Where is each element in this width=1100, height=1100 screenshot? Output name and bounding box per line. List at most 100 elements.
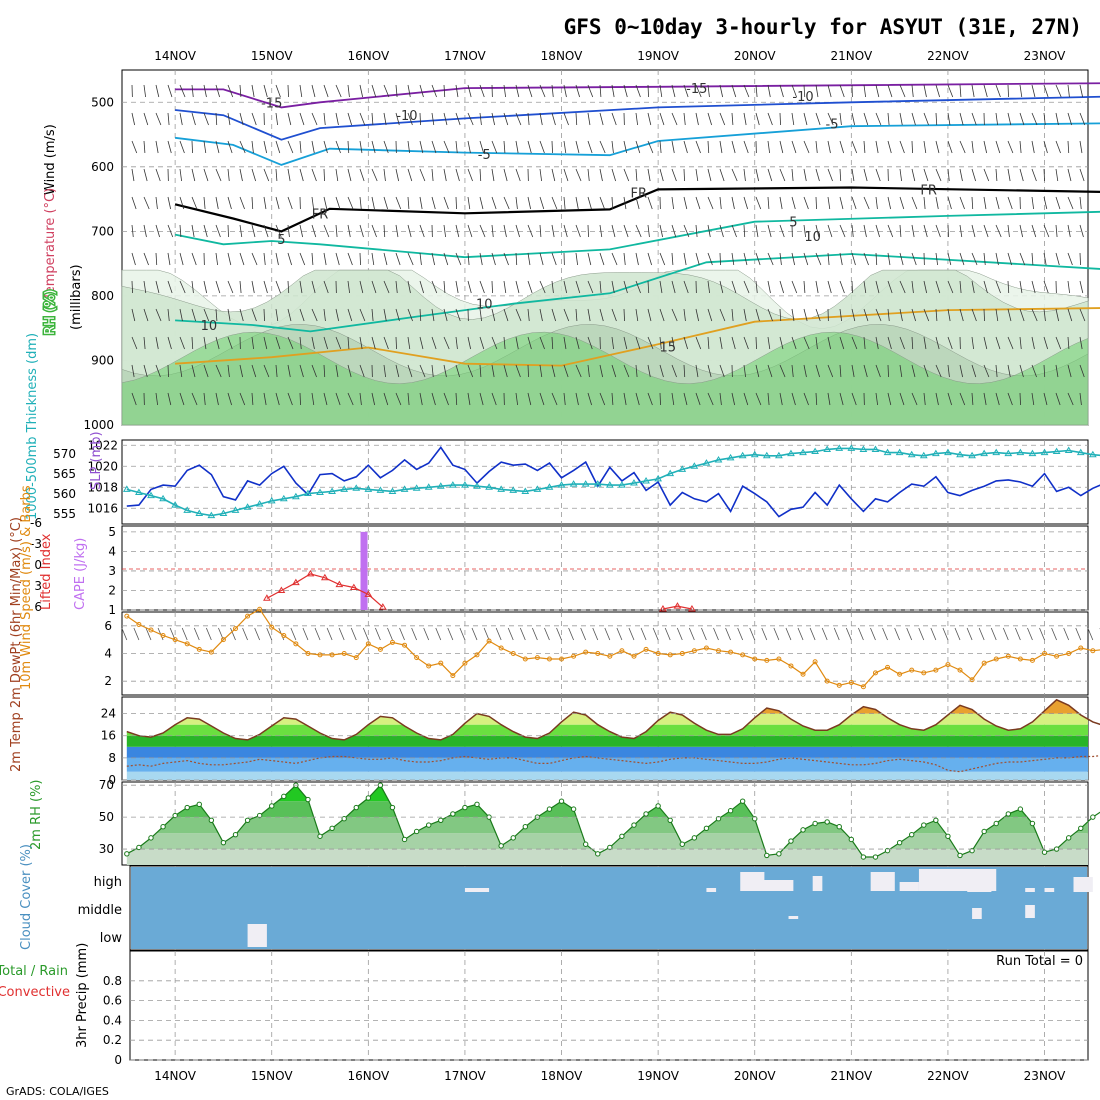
top-date-label: 19NOV [637,49,679,63]
wind-barb [1031,224,1037,238]
wind-barb [755,308,760,322]
wind-barb [443,336,450,350]
wind-barb [731,336,736,350]
wind-barb [863,140,866,154]
wind-barb [383,224,386,238]
wind-barb [611,224,616,238]
wind-barb [803,252,809,266]
wind-barb [635,336,641,350]
wind-barb [779,336,784,350]
temp-tick-label: 0 [108,773,116,787]
wind-barb [1031,196,1034,210]
rh-marker [462,804,468,811]
thickness-marker [1052,447,1061,455]
wind-barb [983,392,987,406]
wind-barb [707,168,712,182]
wind-speed-marker [377,646,383,652]
wind-barb [839,364,842,378]
wind-barb [971,392,974,406]
wind-barb [743,280,750,294]
wind-barb [227,168,230,182]
wind-barb [1031,280,1036,294]
thickness-marker [171,501,180,508]
wind-barb [455,196,457,210]
thickness-marker [304,489,312,497]
wind-barb [959,196,965,210]
wind-barb [923,336,927,350]
wind-barb [995,280,1001,294]
wind-speed-marker [317,652,323,658]
wind-barb [287,196,293,210]
wind-barb [191,392,198,406]
wind-barb [395,84,398,98]
wind-barb [515,84,520,98]
wind-barb [647,140,654,154]
wind-barb [719,84,724,98]
wind-barb [251,168,256,182]
surface-wind-barb [604,627,611,641]
thickness-marker [485,483,493,490]
wind-barb [743,168,746,182]
bottom-date-label: 18NOV [541,1069,583,1083]
temperature2m-axis-label: 2m Temp 2m DewPt (6hr Min/Max) (°C) [9,517,24,772]
wind-barb [911,280,914,294]
wind-speed-marker [1090,648,1096,654]
thickness-marker [557,481,566,488]
wind-barb [335,84,342,98]
wind-barb [203,392,206,406]
wind-barb [947,196,952,210]
wind-speed-marker [655,651,661,656]
wind-barb [155,84,160,98]
wind-barb [155,252,158,266]
bottom-date-label: 19NOV [637,1069,679,1083]
wind-barb [167,252,171,266]
wind-barb [527,280,533,294]
thickness-marker [183,506,192,513]
wind-barb [815,252,822,266]
wind-barb [467,224,473,238]
surface-wind-barb [387,627,393,641]
wind-barb [503,140,506,154]
wind-barb [1007,252,1012,266]
wind-barb [383,196,388,210]
surface-wind-barb [676,627,683,641]
wind-barb [887,392,892,406]
wind-barb [923,224,928,238]
thickness-marker [316,488,324,495]
wind-barb [407,168,413,182]
wind-barb [623,140,628,154]
wind-barb [191,252,197,266]
wind-barb [827,224,833,238]
wind-barb [743,364,746,378]
wind-barb [539,364,543,378]
wind-barb [431,364,434,378]
wind-barb [1019,364,1024,378]
wind-barb [959,280,962,294]
wind-barb [827,140,831,154]
rh-marker [643,811,649,817]
surface-wind-barb [652,627,659,641]
wind-barb [899,336,905,350]
wind-barb [467,336,472,350]
wind-barb [407,280,411,294]
wind-barb [467,196,471,210]
wind-barb [923,84,927,98]
top-date-label: 18NOV [541,49,583,63]
wind-barb [287,336,294,350]
wind-speed-marker [921,670,927,676]
thickness-marker [642,476,650,484]
wind-barb [851,308,856,322]
wind-barb [527,84,533,98]
wind-speed-marker [969,677,975,683]
wind-barb [599,392,606,406]
wind-barb [215,112,218,126]
wind-barb [587,308,591,322]
wind-barb [863,280,867,294]
isotherm-label: FR [631,187,648,202]
wind-barb [275,336,281,350]
wind-barb [587,336,593,350]
cloud-cover-block [247,924,267,947]
wind-barb [995,196,1000,210]
wind-speed-marker [559,656,565,662]
wind-barb [935,196,939,210]
